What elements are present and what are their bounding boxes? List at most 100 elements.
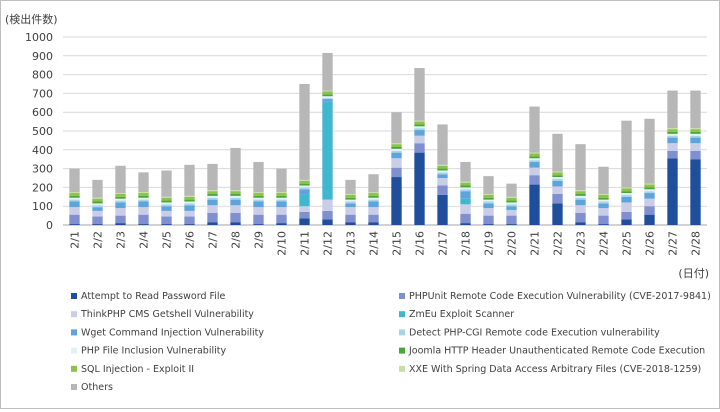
bar-segment xyxy=(138,172,149,193)
legend-swatch xyxy=(71,293,77,299)
bar-segment xyxy=(598,201,609,204)
bar-segment xyxy=(575,193,586,196)
bar-segment xyxy=(184,203,195,206)
bar-segment xyxy=(644,189,655,192)
bar-segment xyxy=(368,207,379,215)
bar-segment xyxy=(529,184,540,225)
bar-segment xyxy=(184,210,195,217)
bar-segment xyxy=(667,131,678,134)
bar-segment xyxy=(322,90,333,92)
bar-segment xyxy=(92,201,103,204)
bar-segment xyxy=(138,207,149,215)
bar-segment xyxy=(92,198,103,202)
y-tick-label: 1000 xyxy=(25,31,53,44)
bar-segment xyxy=(230,222,241,225)
bar-segment xyxy=(483,194,494,198)
bar-segment xyxy=(276,192,287,194)
bar-segment xyxy=(276,207,287,215)
bar-segment xyxy=(460,181,471,183)
bar-segment xyxy=(207,199,218,206)
bar-segment xyxy=(230,205,241,213)
bar-segment xyxy=(529,162,540,168)
legend-swatch xyxy=(399,329,405,336)
bar-segment xyxy=(92,205,103,208)
bar-segment xyxy=(322,101,333,200)
bar-segment xyxy=(414,126,425,129)
x-tick-label: 2/19 xyxy=(483,231,496,256)
y-tick-label: 600 xyxy=(32,106,53,119)
bar-segment xyxy=(552,193,563,204)
bar-series xyxy=(69,52,701,225)
bar-segment xyxy=(644,193,655,199)
bar-segment xyxy=(115,202,126,209)
bar-segment xyxy=(345,207,356,215)
bar-segment xyxy=(161,200,172,203)
bar-segment xyxy=(161,210,172,217)
x-tick-label: 2/28 xyxy=(690,231,703,256)
bar-segment xyxy=(690,133,701,136)
y-tick-label: 200 xyxy=(32,181,53,194)
x-tick-label: 2/7 xyxy=(207,231,220,249)
bar-segment xyxy=(345,203,356,208)
bar-segment xyxy=(253,193,264,196)
bar-segment xyxy=(161,170,172,197)
bar-segment xyxy=(506,200,517,203)
bar-segment xyxy=(115,215,126,224)
bar-segment xyxy=(253,195,264,198)
bar-segment xyxy=(690,137,701,144)
bar-segment xyxy=(483,215,494,225)
bar-segment xyxy=(69,224,80,225)
bar-segment xyxy=(69,207,80,215)
bar-segment xyxy=(276,168,287,193)
legend-swatch xyxy=(71,347,77,354)
bar-segment xyxy=(414,135,425,144)
bar-segment xyxy=(690,143,701,151)
bar-segment xyxy=(253,201,264,208)
bar-segment xyxy=(598,166,609,194)
bar-segment xyxy=(644,118,655,184)
x-tick-label: 2/8 xyxy=(230,231,243,249)
bar-segment xyxy=(667,135,678,138)
bar-segment xyxy=(644,198,655,207)
bar-segment xyxy=(575,222,586,225)
bar-segment xyxy=(414,121,425,125)
bar-segment xyxy=(161,224,172,225)
bar-segment xyxy=(598,199,609,202)
x-tick-label: 2/6 xyxy=(184,231,197,249)
bar-segment xyxy=(184,224,195,225)
bar-segment xyxy=(138,195,149,198)
legend-label: Wget Command Injection Vulnerability xyxy=(81,327,264,338)
bar-segment xyxy=(138,201,149,208)
bar-segment xyxy=(207,205,218,213)
bar-segment xyxy=(460,191,471,199)
bar-segment xyxy=(276,199,287,202)
x-axis-label: (日付) xyxy=(678,267,709,280)
bar-segment xyxy=(230,195,241,198)
bar-segment xyxy=(115,223,126,225)
legend-label: XXE With Spring Data Access Arbitrary Fi… xyxy=(409,364,701,375)
bar-segment xyxy=(437,172,448,175)
bar-segment xyxy=(644,183,655,185)
bar-segment xyxy=(667,129,678,132)
bar-segment xyxy=(115,193,126,197)
bar-segment xyxy=(69,195,80,198)
bar-segment xyxy=(184,196,195,200)
bar-segment xyxy=(115,196,126,199)
bar-segment xyxy=(414,130,425,136)
bar-segment xyxy=(391,144,402,147)
bar-segment xyxy=(368,222,379,225)
bar-segment xyxy=(184,201,195,204)
bar-segment xyxy=(322,96,333,99)
bar-segment xyxy=(92,179,103,198)
bar-segment xyxy=(483,203,494,209)
bar-segment xyxy=(69,192,80,194)
bar-segment xyxy=(299,194,310,207)
bar-segment xyxy=(690,128,701,130)
bar-segment xyxy=(184,164,195,196)
bar-segment xyxy=(575,199,586,206)
bar-segment xyxy=(644,191,655,194)
bar-segment xyxy=(552,171,563,173)
bar-segment xyxy=(184,205,195,211)
bar-segment xyxy=(368,197,379,200)
bar-segment xyxy=(299,189,310,195)
